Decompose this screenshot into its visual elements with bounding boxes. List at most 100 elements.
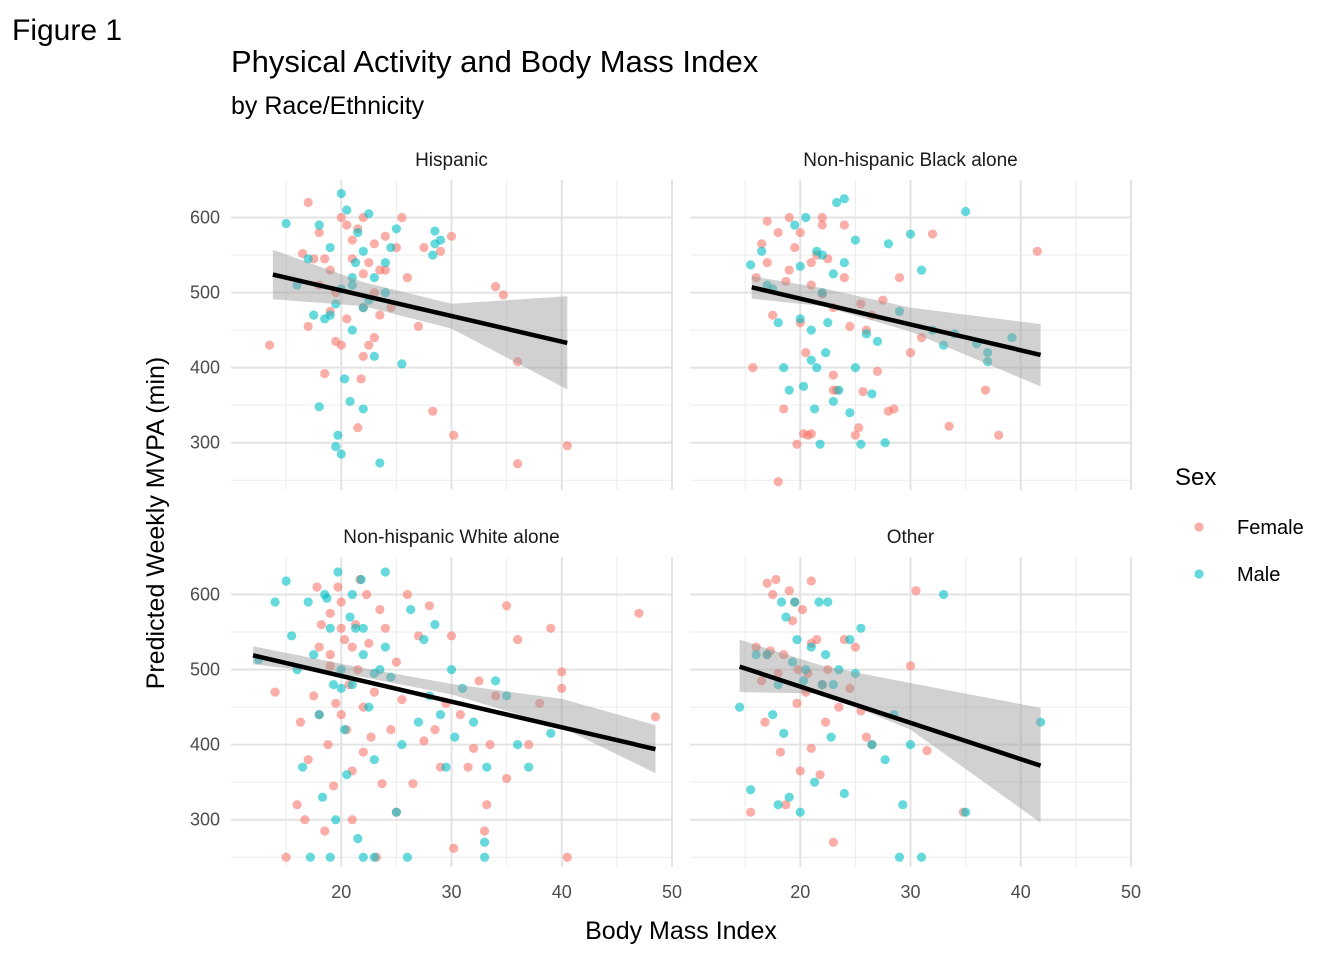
confidence-band [272,249,568,390]
chart-title: Physical Activity and Body Mass Index [231,44,759,79]
point-male [369,755,379,765]
point-male [358,649,368,660]
regression-line [738,664,1042,768]
point-female [793,664,803,675]
point-male [845,634,855,645]
point-male [798,676,809,686]
point-male [491,676,501,686]
point-female [402,589,412,600]
legend-key-male [1194,569,1204,579]
point-female [762,216,772,226]
x-tick-label: 40 [552,882,572,902]
regression-line [751,285,1042,358]
point-male [905,740,916,750]
point-female [435,246,446,256]
point-male [430,619,440,630]
point-male [342,770,352,780]
point-male [482,762,492,772]
point-male [397,359,407,369]
point-male [358,246,368,256]
point-male [779,363,789,373]
point-male [768,710,778,720]
point-female [502,773,512,784]
point-male [546,728,556,738]
point-male [746,260,756,270]
point-female [320,826,330,836]
point-female [634,608,644,618]
point-male [823,318,833,328]
y-tick-label: 400 [190,735,220,755]
point-female [762,257,772,268]
point-female [419,736,429,746]
point-male [347,325,357,335]
point-male [916,265,927,275]
point-female [386,725,396,735]
point-male [364,209,374,219]
point-male [792,634,802,645]
point-male [795,261,805,271]
point-male [479,837,490,847]
point-female [397,695,407,705]
point-female [513,357,523,367]
point-male [391,807,401,817]
point-male [380,642,390,652]
point-male [339,725,350,735]
point-female [751,272,761,283]
point-male [850,363,860,373]
point-female [270,687,280,697]
point-female [347,235,357,245]
point-male [435,235,446,245]
point-female [446,631,457,641]
point-male [828,269,838,279]
point-male [353,227,363,238]
point-female [751,642,761,652]
point-female [303,197,313,208]
point-female [479,826,490,836]
point-male [773,318,783,328]
point-male [353,833,363,844]
y-tick-label: 600 [190,585,220,605]
point-male [402,852,412,862]
point-female [771,574,781,585]
point-female [994,430,1004,440]
point-male [839,788,849,799]
facet-panel: Non-hispanic White alone 300 400 500 600 20 30… [190,527,682,902]
point-female [364,638,374,648]
point-male [784,385,794,395]
point-female [872,366,883,377]
point-female [905,348,916,358]
point-female [336,212,346,223]
point-female [792,698,802,708]
x-tick-label: 50 [662,882,682,902]
point-female [320,254,330,264]
regression-line [272,272,568,346]
point-female [795,227,805,238]
point-female [850,430,860,440]
point-female [314,642,324,652]
point-female [760,717,770,727]
point-male [1035,717,1046,727]
point-female [781,276,791,286]
point-female [894,272,905,283]
point-male [350,257,361,268]
legend-key-female [1194,522,1204,532]
point-female [502,601,512,611]
point-female [748,363,758,373]
point-female [850,642,860,652]
point-female [513,634,523,645]
legend-label-male: Male [1237,564,1280,586]
point-male [450,732,460,742]
point-female [806,280,816,290]
point-female [358,269,368,279]
point-male [779,728,789,738]
point-female [797,604,808,615]
point-female [858,387,868,397]
point-female [369,239,379,249]
point-female [491,281,501,292]
point-female [815,770,825,780]
point-female [353,664,363,675]
point-male [795,314,805,324]
point-female [358,747,368,757]
x-tick-label: 30 [441,882,461,902]
point-male [331,815,341,825]
